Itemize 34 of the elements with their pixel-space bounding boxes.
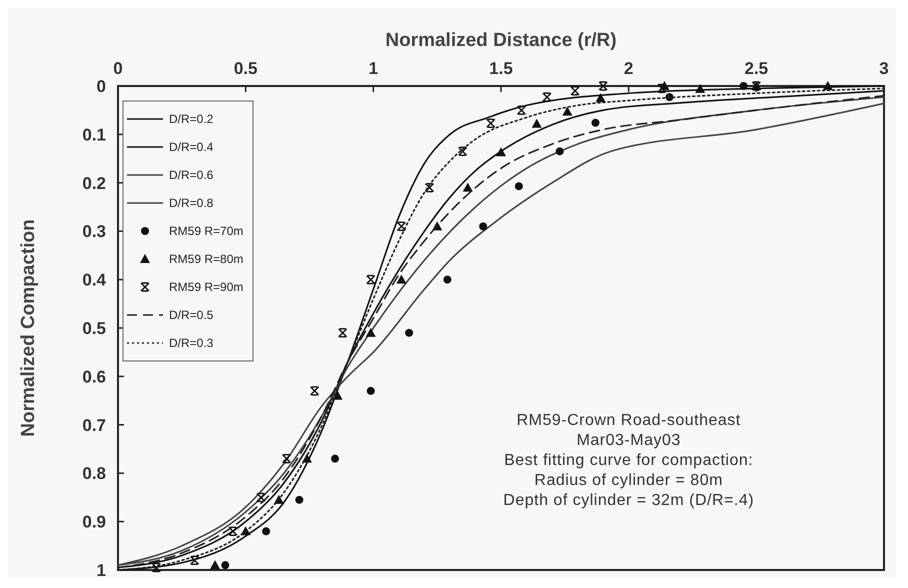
legend-label: RM59 R=70m — [169, 224, 244, 238]
annotation: Radius of cylinder = 80m — [534, 472, 723, 489]
y-tick-label: 1 — [96, 560, 106, 580]
x-tick-label: 0.5 — [234, 59, 258, 78]
annotation: Best fitting curve for compaction: — [504, 452, 754, 469]
annotation: RM59-Crown Road-southeast — [516, 412, 741, 429]
y-tick-label: 0.4 — [82, 270, 107, 290]
legend-label: D/R=0.4 — [169, 140, 214, 154]
x-tick-label: 2 — [624, 59, 634, 78]
y-tick-label: 0.1 — [82, 125, 106, 144]
x-tick-label: 2.5 — [744, 59, 768, 78]
y-tick-label: 0.3 — [82, 222, 106, 242]
x-axis-title: Normalized Distance (r/R) — [385, 30, 617, 51]
y-tick-label: 0.2 — [82, 174, 106, 193]
y-tick-label: 0.5 — [82, 318, 106, 338]
x-tick-label: 0 — [113, 59, 123, 78]
x-tick-label: 3 — [879, 59, 889, 78]
legend-label: D/R=0.8 — [169, 196, 214, 210]
legend-label: D/R=0.2 — [169, 112, 214, 126]
x-tick-label: 1.5 — [489, 59, 513, 78]
y-tick-label: 0.8 — [82, 464, 106, 484]
y-axis-title: Normalized Compaction — [18, 219, 39, 437]
annotation: Mar03-May03 — [576, 432, 681, 449]
legend-label: D/R=0.6 — [169, 168, 214, 182]
x-tick-label: 1 — [368, 59, 378, 78]
annotation: Depth of cylinder = 32m (D/R=.4) — [503, 492, 754, 509]
y-tick-label: 0 — [96, 76, 106, 96]
legend-label: D/R=0.5 — [169, 308, 214, 322]
y-tick-label: 0.9 — [82, 512, 106, 532]
legend-label: RM59 R=90m — [169, 280, 244, 294]
y-tick-label: 0.7 — [82, 416, 106, 435]
y-tick-label: 0.6 — [82, 367, 106, 386]
legend-label: RM59 R=80m — [169, 252, 244, 266]
legend-label: D/R=0.3 — [169, 336, 214, 350]
